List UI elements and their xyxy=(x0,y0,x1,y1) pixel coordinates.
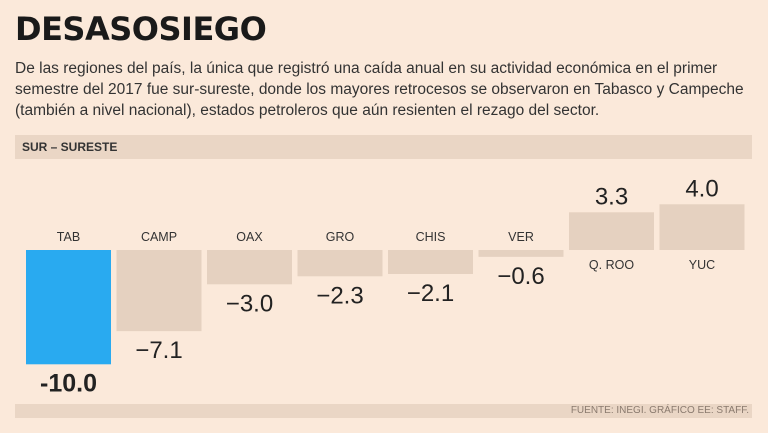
value-label-camp: −7.1 xyxy=(135,337,182,364)
value-label-chis: −2.1 xyxy=(407,280,454,307)
bar-q-roo xyxy=(569,212,654,250)
category-label-gro: GRO xyxy=(326,230,355,244)
bar-oax xyxy=(207,250,292,285)
category-label-camp: CAMP xyxy=(141,230,177,244)
bar-camp xyxy=(116,250,202,332)
category-label-chis: CHIS xyxy=(416,230,446,244)
value-label-tab: -10.0 xyxy=(40,369,97,397)
bar-tab xyxy=(26,250,111,365)
value-label-gro: −2.3 xyxy=(316,282,363,309)
value-label-oax: −3.0 xyxy=(226,290,273,317)
bar-yuc xyxy=(659,204,745,250)
category-label-yuc: YUC xyxy=(689,258,715,272)
category-label-q-roo: Q. ROO xyxy=(589,258,634,272)
category-label-ver: VER xyxy=(508,230,534,244)
footer-bar: FUENTE: INEGI. GRÁFICO EE: STAFF. xyxy=(15,404,752,418)
bar-ver xyxy=(478,250,564,257)
bar-chis xyxy=(388,250,473,275)
category-label-oax: OAX xyxy=(236,230,263,244)
value-label-yuc: 4.0 xyxy=(685,175,718,202)
value-label-q-roo: 3.3 xyxy=(595,183,628,210)
value-label-ver: −0.6 xyxy=(497,263,544,290)
bar-gro xyxy=(297,250,383,277)
intro-text: De las regiones del país, la única que r… xyxy=(15,60,744,119)
chart-title: DESASOSIEGO xyxy=(15,10,267,48)
section-header: SUR – SURESTE xyxy=(15,135,752,159)
category-label-tab: TAB xyxy=(57,230,80,244)
source-note: FUENTE: INEGI. GRÁFICO EE: STAFF. xyxy=(570,405,749,416)
section-label: SUR – SURESTE xyxy=(22,140,118,154)
